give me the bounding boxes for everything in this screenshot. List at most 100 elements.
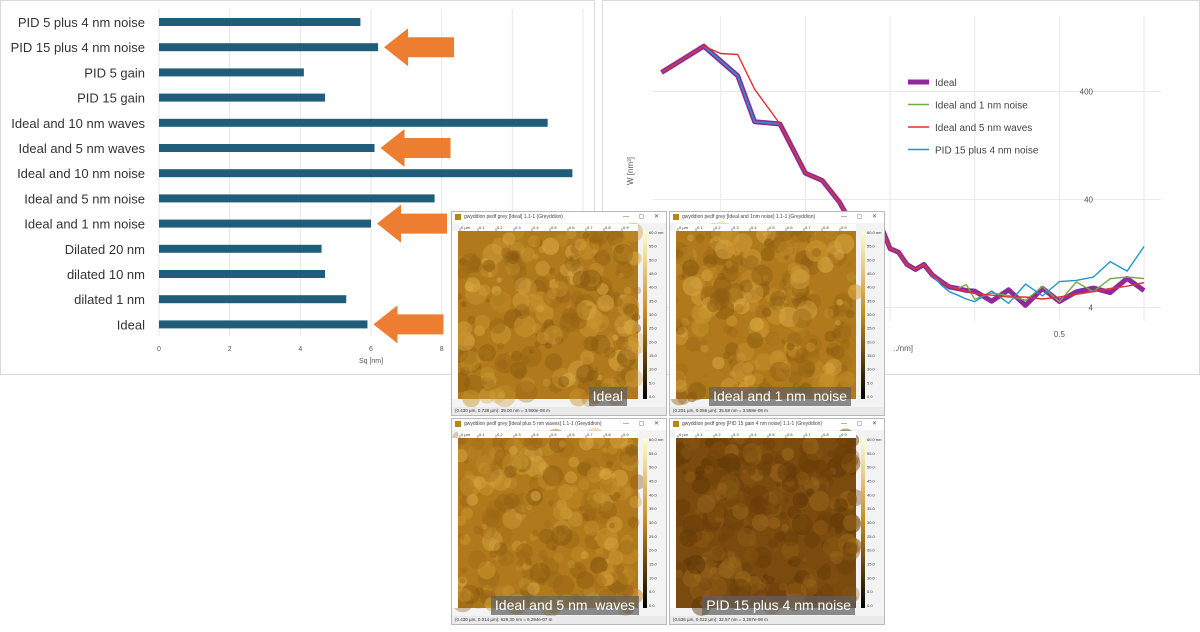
scale-tick-label: 35.0 [867,298,876,303]
afm-texture-blob [791,281,810,299]
afm-texture-blob [768,517,781,529]
afm-texture-blob [712,584,718,590]
afm-texture-blob [478,284,491,297]
afm-texture-blob [544,325,563,345]
afm-texture-blob [712,356,725,370]
window-titlebar[interactable]: gwyddion pedf grey [Ideal] 1.1-1 (Greydd… [452,212,666,223]
afm-height-map[interactable]: 0 µm 0.1 0.2 0.3 0.4 0.5 0.6 0.7 0.8 0.9 60.0 nm 55… [452,212,667,416]
afm-texture-blob [803,358,824,379]
window-controls[interactable]: — ▢ ✕ [622,214,663,220]
afm-texture-blob [471,252,477,259]
highlight-arrow [380,129,451,167]
ruler-tick-label: 0.7 [805,225,811,230]
afm-texture-blob [784,465,800,482]
afm-texture-blob [847,489,864,507]
afm-texture-blob [732,248,741,256]
afm-texture-blob [803,297,812,306]
afm-texture-blob [687,315,693,321]
afm-texture-blob [754,304,769,319]
afm-window-pid15-4nm-noise[interactable]: gwyddion pedf grey [PID 15 gain 4 nm noi… [669,418,885,625]
x-axis-label: ../nm] [893,344,913,353]
window-titlebar[interactable]: gwyddion pedf grey [Ideal and 1nm noise]… [670,212,884,223]
afm-texture-blob [570,484,579,493]
afm-texture-blob [522,574,534,585]
afm-texture-blob [760,247,775,262]
afm-texture-blob [570,290,584,305]
afm-texture-blob [619,322,625,328]
afm-texture-blob [781,523,789,532]
afm-texture-blob [580,350,595,365]
afm-texture-blob [764,238,775,249]
afm-texture-blob [574,238,587,251]
afm-texture-blob [568,456,580,468]
scale-tick-label: 20.0 [867,548,876,553]
afm-texture-blob [765,493,781,510]
afm-texture-blob [558,376,570,388]
afm-texture-blob [733,298,750,315]
afm-texture-blob [593,367,599,373]
afm-height-map[interactable]: 0 µm 0.1 0.2 0.3 0.4 0.5 0.6 0.7 0.8 0.9 60.0 nm 55… [670,212,885,416]
afm-texture-blob [576,571,595,590]
x-axis-ruler [458,224,638,231]
afm-texture-blob [567,560,576,569]
afm-texture-blob [525,558,533,566]
afm-texture-blob [542,378,552,387]
afm-texture-blob [812,480,819,486]
afm-height-map[interactable]: 0 µm 0.1 0.2 0.3 0.4 0.5 0.6 0.7 0.8 0.9 60.0 nm 55… [452,419,667,625]
bar [159,18,361,26]
afm-texture-blob [481,594,486,599]
ruler-tick-label: 0.8 [605,432,611,437]
scale-tick-label: 30.0 [867,520,876,525]
afm-texture-blob [564,255,581,272]
afm-texture-blob [836,354,853,370]
afm-texture-blob [773,335,780,342]
afm-texture-blob [762,377,767,382]
afm-window-ideal-1nm-noise[interactable]: gwyddion pedf grey [Ideal and 1nm noise]… [669,211,885,416]
afm-window-ideal[interactable]: gwyddion pedf grey [Ideal] 1.1-1 (Greydd… [451,211,667,416]
afm-texture-blob [625,444,638,457]
afm-texture-blob [610,473,616,479]
afm-height-map[interactable]: 0 µm 0.1 0.2 0.3 0.4 0.5 0.6 0.7 0.8 0.9 60.0 nm 55… [670,419,885,625]
afm-texture-blob [824,330,836,343]
afm-window-ideal-5nm-waves[interactable]: gwyddion pedf grey [Ideal plus 5 nm wave… [451,418,667,625]
afm-texture-blob [781,270,800,288]
afm-texture-blob [515,543,534,562]
afm-texture-blob [723,351,731,360]
afm-texture-blob [695,233,705,243]
scale-tick-label: 25.0 [649,326,658,331]
window-titlebar[interactable]: gwyddion pedf grey [PID 15 gain 4 nm noi… [670,419,884,430]
afm-texture-blob [745,450,761,466]
window-controls[interactable]: — ▢ ✕ [840,421,881,427]
afm-texture-blob [695,509,700,515]
afm-texture-blob [631,491,640,500]
afm-texture-blob [475,455,494,474]
afm-texture-blob [488,527,493,532]
afm-texture-blob [610,490,621,502]
afm-texture-blob [559,507,573,520]
afm-texture-blob [551,280,568,297]
scale-tick-label: 55.0 [867,451,876,456]
afm-texture-blob [840,513,861,534]
afm-texture-blob [788,371,803,385]
app-icon [673,213,679,220]
afm-texture-blob [744,292,752,301]
afm-texture-blob [830,345,845,360]
afm-texture-blob [744,287,750,292]
afm-texture-blob [674,330,689,345]
scale-tick-label: 5.0 [649,380,655,385]
afm-texture-blob [848,533,855,539]
afm-texture-blob [835,320,845,330]
afm-texture-blob [514,315,536,338]
afm-texture-blob [680,279,686,285]
afm-image-label: Ideal and 5 nm waves [490,596,639,615]
afm-texture-blob [699,578,713,591]
afm-texture-blob [514,277,532,294]
afm-texture-blob [474,325,486,337]
window-controls[interactable]: — ▢ ✕ [840,214,881,220]
window-controls[interactable]: — ▢ ✕ [622,421,663,427]
afm-texture-blob [579,435,594,451]
afm-texture-blob [455,255,470,270]
scale-tick-label: 20.0 [867,339,876,344]
afm-texture-blob [528,235,540,248]
window-titlebar[interactable]: gwyddion pedf grey [Ideal plus 5 nm wave… [452,419,666,430]
